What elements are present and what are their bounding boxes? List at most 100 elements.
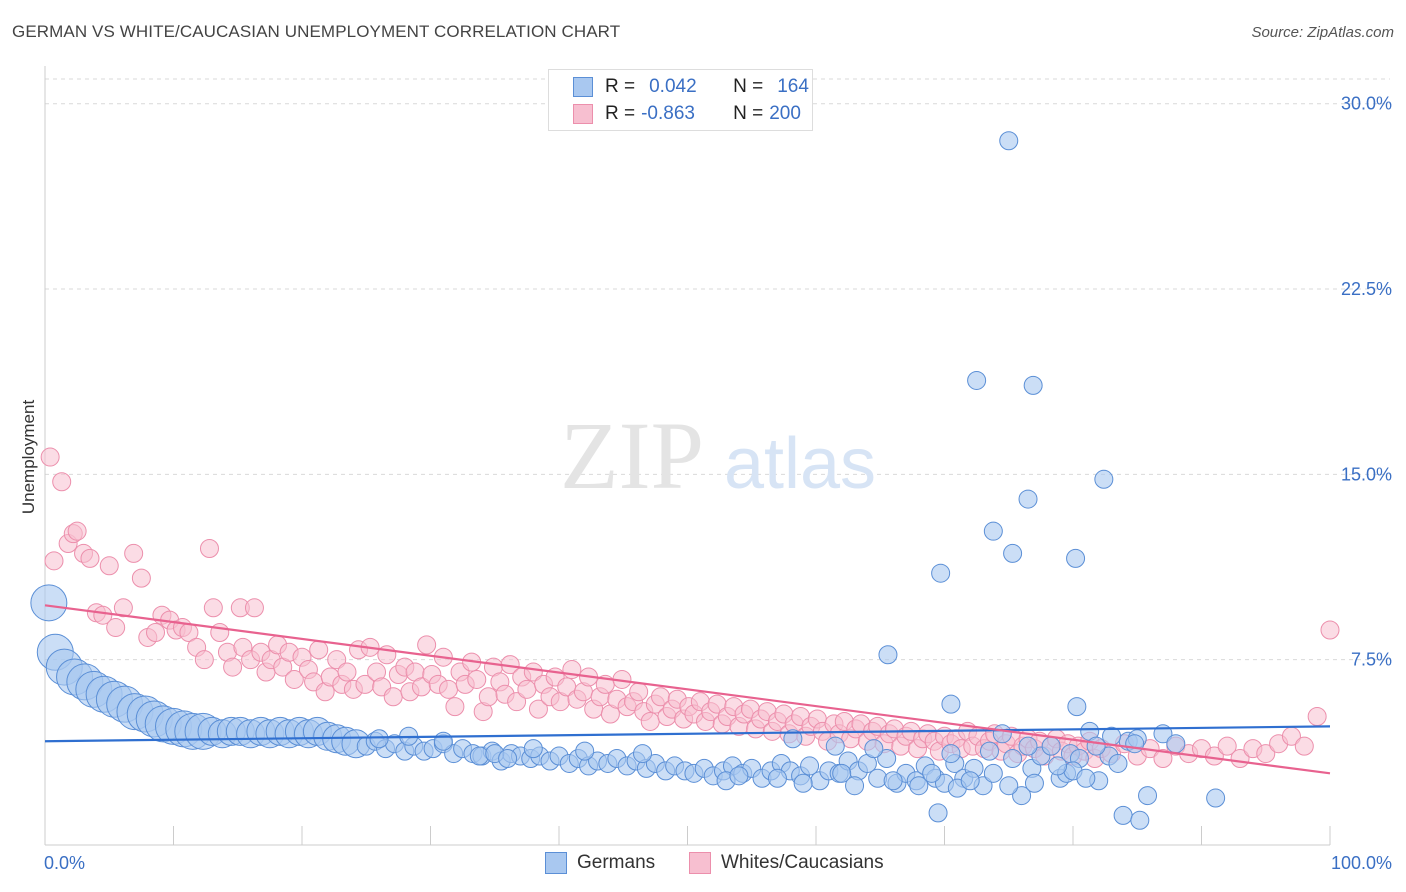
- white-point: [194, 650, 214, 670]
- german-point: [767, 768, 787, 788]
- white-point: [131, 568, 151, 588]
- tick-labels: 7.5% 15.0% 22.5% 30.0% 0.0% 100.0%: [44, 94, 1392, 873]
- white-point: [80, 548, 100, 568]
- bottom-legend-whites: Whites/Caucasians: [689, 852, 884, 874]
- bottom-legend-swatch-blue: [545, 852, 567, 874]
- german-point: [1130, 810, 1150, 830]
- german-point: [1206, 788, 1226, 808]
- german-point: [1012, 786, 1032, 806]
- legend-row-germans: R = 0.042 N = 164: [573, 75, 809, 99]
- white-point: [309, 640, 329, 660]
- legend-n-label: N =: [733, 103, 764, 124]
- german-point: [1023, 375, 1043, 395]
- white-point: [93, 605, 113, 625]
- white-point: [113, 598, 133, 618]
- white-point: [67, 521, 87, 541]
- german-point: [845, 776, 865, 796]
- german-point: [369, 729, 389, 749]
- white-point: [284, 669, 304, 689]
- white-point: [337, 662, 357, 682]
- german-point: [1003, 543, 1023, 563]
- legend-r-label: R =: [605, 76, 636, 97]
- german-point: [433, 731, 453, 751]
- german-point: [941, 694, 961, 714]
- white-point: [438, 679, 458, 699]
- white-point: [1320, 620, 1340, 640]
- german-point: [999, 776, 1019, 796]
- white-point: [629, 682, 649, 702]
- watermark: ZIP atlas: [560, 402, 876, 509]
- germans-points: [30, 131, 1226, 830]
- white-point: [528, 699, 548, 719]
- x-tick-label: 100.0%: [1331, 853, 1392, 873]
- legend-r-value: 0.042: [649, 76, 697, 97]
- source-label: Source: ZipAtlas.com: [1251, 24, 1394, 41]
- german-point: [783, 729, 803, 749]
- white-point: [52, 472, 72, 492]
- white-point: [40, 447, 60, 467]
- whites-trend-line: [44, 604, 1331, 775]
- y-tick-label: 22.5%: [1341, 279, 1392, 299]
- german-point: [1048, 756, 1068, 776]
- white-point: [244, 598, 264, 618]
- white-point: [1256, 744, 1276, 764]
- german-point: [575, 741, 595, 761]
- bottom-legend-germans-label: Germans: [577, 852, 656, 873]
- german-point: [1094, 469, 1114, 489]
- german-point: [729, 766, 749, 786]
- white-point: [44, 551, 64, 571]
- white-point: [1217, 736, 1237, 756]
- grid: [45, 78, 1390, 661]
- legend-row-whites: R = -0.863 N = 200: [573, 102, 801, 126]
- watermark-atlas: atlas: [724, 424, 876, 504]
- x-tick-label: 0.0%: [44, 853, 85, 873]
- german-point: [498, 749, 518, 769]
- german-point: [883, 771, 903, 791]
- bottom-legend-whites-label: Whites/Caucasians: [721, 852, 884, 873]
- legend-swatch-blue: [573, 77, 593, 97]
- y-tick-label: 30.0%: [1341, 94, 1392, 114]
- german-point: [1076, 768, 1096, 788]
- german-point: [1138, 786, 1158, 806]
- german-point: [999, 131, 1019, 151]
- white-point: [467, 669, 487, 689]
- german-point: [864, 739, 884, 759]
- german-point: [909, 776, 929, 796]
- german-point: [1041, 736, 1061, 756]
- whites-points: [40, 447, 1340, 769]
- legend: R = 0.042 N = 164 R = -0.863 N = 200: [548, 69, 813, 131]
- german-point: [1066, 548, 1086, 568]
- german-point: [633, 744, 653, 764]
- german-point: [983, 763, 1003, 783]
- white-point: [203, 598, 223, 618]
- white-point: [199, 538, 219, 558]
- german-point: [967, 370, 987, 390]
- german-point: [30, 584, 68, 622]
- german-point: [931, 563, 951, 583]
- white-point: [124, 543, 144, 563]
- white-point: [517, 679, 537, 699]
- german-point: [800, 756, 820, 776]
- german-point: [1166, 734, 1186, 754]
- german-point: [983, 521, 1003, 541]
- white-point: [478, 687, 498, 707]
- german-point: [1113, 805, 1133, 825]
- watermark-zip: ZIP: [560, 402, 704, 509]
- white-point: [223, 657, 243, 677]
- german-point: [1086, 736, 1106, 756]
- german-point: [1018, 489, 1038, 509]
- legend-n-value: 164: [777, 76, 809, 97]
- bottom-legend-germans: Germans: [545, 852, 655, 874]
- legend-r-label: R =: [605, 103, 636, 124]
- german-point: [928, 803, 948, 823]
- bottom-legend-swatch-pink: [689, 852, 711, 874]
- legend-n-value: 200: [769, 103, 801, 124]
- y-axis-label: Unemployment: [19, 400, 38, 515]
- german-point: [992, 724, 1012, 744]
- white-point: [507, 692, 527, 712]
- german-point: [1125, 734, 1145, 754]
- white-point: [327, 650, 347, 670]
- legend-r-value: -0.863: [641, 103, 695, 124]
- german-point: [1024, 773, 1044, 793]
